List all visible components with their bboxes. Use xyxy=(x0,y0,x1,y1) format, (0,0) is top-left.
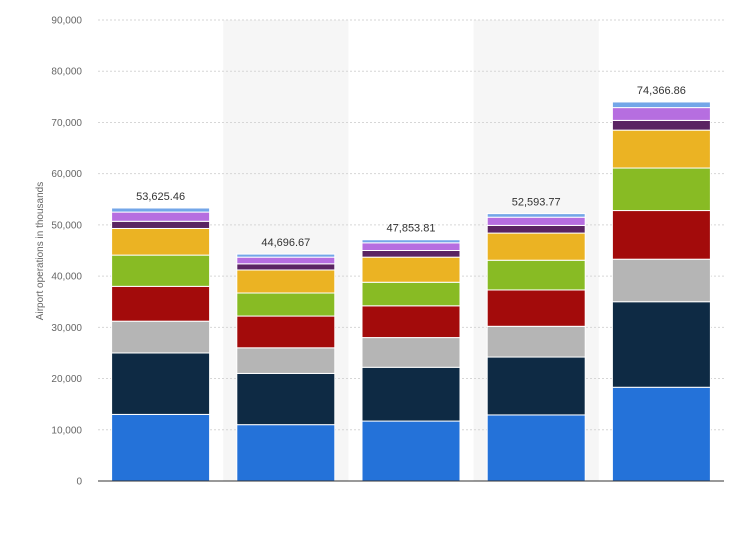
bar-segment xyxy=(486,213,586,218)
bar-segment xyxy=(486,259,586,291)
bar-segment xyxy=(486,356,586,416)
bar-segment xyxy=(611,107,711,121)
bar-segment xyxy=(236,315,336,349)
bar-total-label: 44,696.67 xyxy=(261,237,310,249)
bar-segment xyxy=(611,119,711,131)
bar-segment xyxy=(361,420,461,482)
bar-segment xyxy=(361,281,461,307)
y-tick-label: 10,000 xyxy=(51,425,82,436)
bar-segment xyxy=(611,167,711,212)
bar-segment xyxy=(361,305,461,339)
bar-total-label: 52,593.77 xyxy=(512,197,561,209)
bar-segment xyxy=(611,301,711,388)
bar-segment xyxy=(236,256,336,265)
bar-total-label: 47,853.81 xyxy=(387,223,436,235)
bar-segment xyxy=(611,210,711,260)
y-tick-label: 90,000 xyxy=(51,16,82,27)
bar-segment xyxy=(236,269,336,294)
bar-segment xyxy=(486,289,586,327)
bar-segment xyxy=(486,325,586,358)
y-tick-label: 40,000 xyxy=(51,272,82,283)
y-tick-label: 20,000 xyxy=(51,374,82,385)
bar-segment xyxy=(111,254,211,287)
bar-total-label: 53,625.46 xyxy=(136,191,185,203)
bar-segment xyxy=(486,224,586,234)
bar-segment xyxy=(111,220,211,229)
bar-segment xyxy=(236,424,336,482)
bar-segment xyxy=(361,242,461,251)
bar-segment xyxy=(236,347,336,374)
bar-segment xyxy=(236,372,336,426)
bar-segment xyxy=(111,413,211,482)
bar-total-label: 74,366.86 xyxy=(637,85,686,97)
bar-segment xyxy=(236,253,336,258)
bar-segment xyxy=(111,207,211,213)
bar-segment xyxy=(486,232,586,261)
bar-segment xyxy=(611,129,711,169)
bar-segment xyxy=(361,250,461,258)
bar-segment xyxy=(611,258,711,303)
bar-segment xyxy=(111,320,211,354)
y-tick-label: 50,000 xyxy=(51,220,82,231)
bar-segment xyxy=(611,101,711,109)
bar-segment xyxy=(361,239,461,244)
y-axis-ticks: 0 10,000 20,000 30,000 40,000 50,000 60,000 70,… xyxy=(51,16,82,488)
bar-segment xyxy=(486,216,586,226)
bar-segment xyxy=(236,263,336,271)
bar-segment xyxy=(361,366,461,422)
bar-segment xyxy=(361,337,461,368)
bar-segment xyxy=(486,414,586,482)
y-tick-label: 70,000 xyxy=(51,118,82,129)
y-tick-label: 0 xyxy=(76,477,82,488)
bar-segment xyxy=(111,352,211,415)
bar-segment xyxy=(236,292,336,317)
bar-segment xyxy=(111,285,211,322)
bar-segment xyxy=(361,256,461,283)
y-tick-label: 30,000 xyxy=(51,323,82,334)
y-tick-label: 80,000 xyxy=(51,67,82,78)
y-tick-label: 60,000 xyxy=(51,169,82,180)
y-axis-title: Airport operations in thousands xyxy=(35,182,46,320)
bar-segment xyxy=(611,386,711,482)
total-labels: 53,625.46 44,696.67 47,853.81 52,593.77 74,3… xyxy=(136,85,686,249)
bar-segment xyxy=(111,211,211,222)
bar-stacks xyxy=(111,101,711,482)
bar-segment xyxy=(111,227,211,256)
